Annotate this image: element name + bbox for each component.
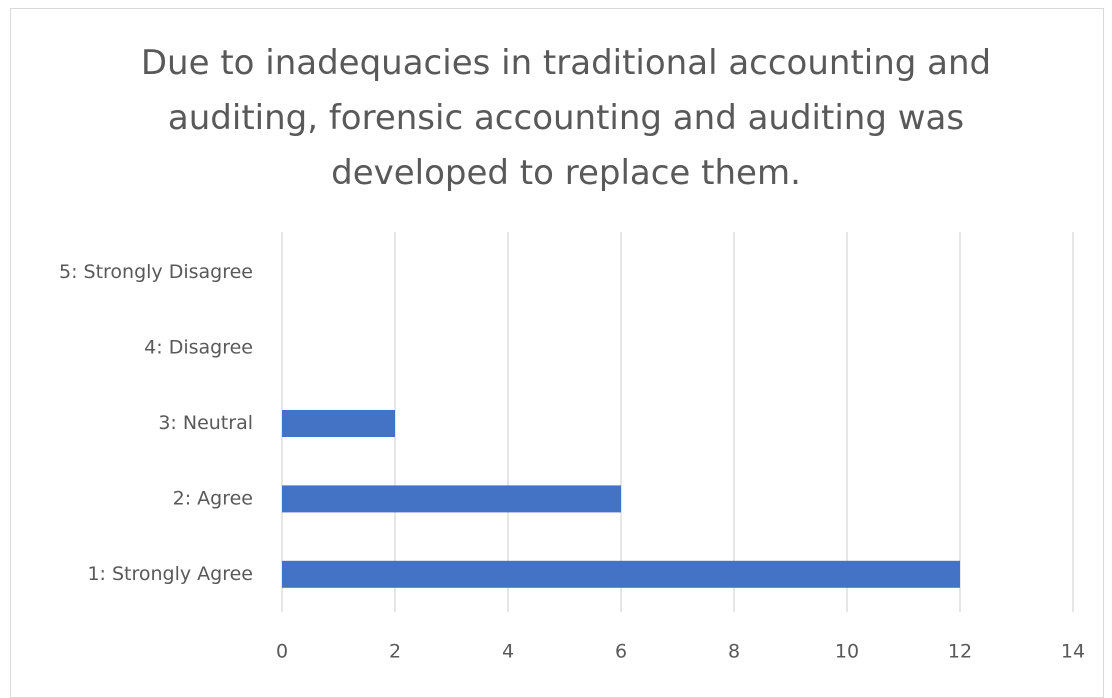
x-tick-label: 6 [615, 641, 627, 663]
y-tick-label: 3: Neutral [158, 412, 253, 434]
x-tick-label: 0 [276, 641, 288, 663]
x-tick-label: 12 [948, 641, 972, 663]
bar [282, 410, 395, 437]
y-tick-label: 4: Disagree [144, 337, 253, 359]
x-tick-label: 10 [835, 641, 859, 663]
bar [282, 560, 960, 588]
chart-title: Due to inadequacies in traditional accou… [140, 43, 992, 193]
x-tick-label: 14 [1061, 641, 1085, 663]
page: {"chart_data": {"type": "bar", "orientat… [10, 8, 1104, 698]
x-tick-label: 8 [728, 641, 740, 663]
chart: 0 2 4 6 8 10 12 14 1: Strongly Agree 2: Agree 3: N… [59, 232, 1085, 663]
bar [282, 485, 621, 513]
y-tick-label: 5: Strongly Disagree [59, 261, 253, 283]
y-tick-label: 1: Strongly Agree [87, 563, 253, 585]
x-tick-label: 2 [389, 641, 401, 663]
y-tick-label: 2: Agree [173, 487, 253, 509]
x-tick-label: 4 [502, 641, 514, 663]
